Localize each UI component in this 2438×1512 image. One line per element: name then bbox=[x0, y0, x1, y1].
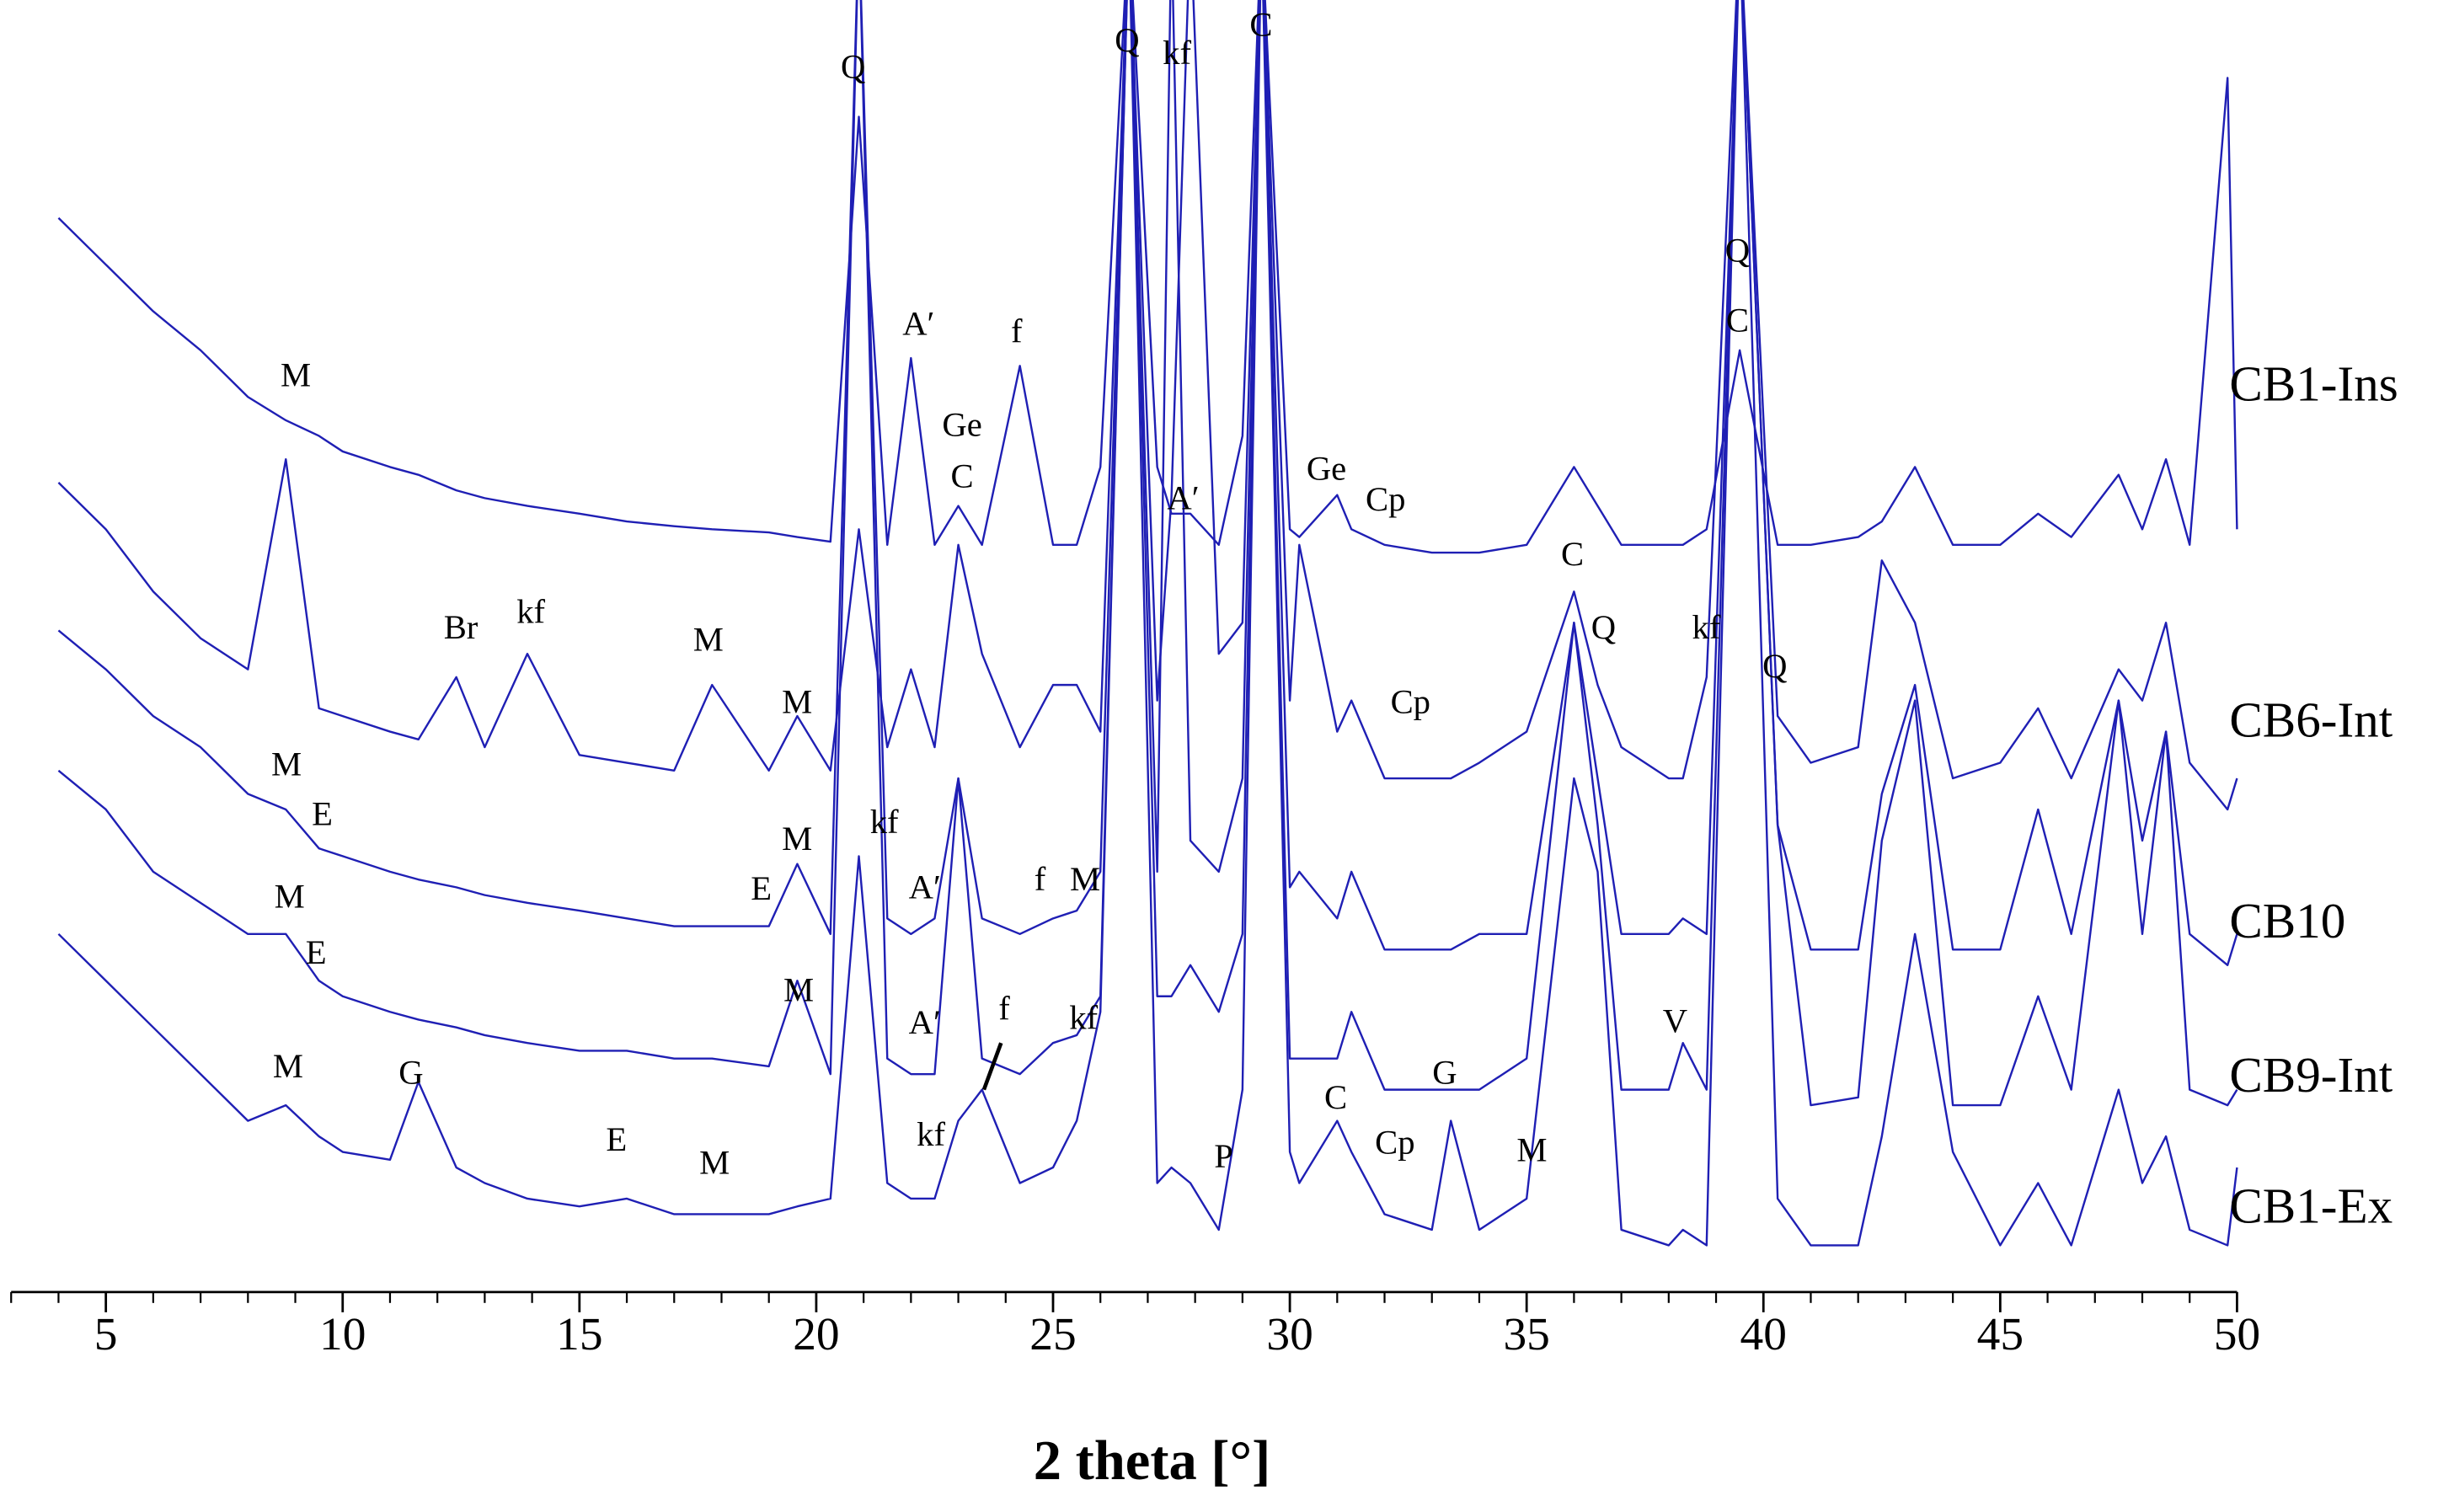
phase-label: kf bbox=[870, 803, 899, 841]
phase-label: E bbox=[306, 933, 327, 971]
phase-label: M bbox=[271, 745, 302, 783]
phase-label: G bbox=[1432, 1053, 1457, 1091]
phase-label: C bbox=[1726, 302, 1749, 339]
phase-label: Q bbox=[841, 47, 865, 85]
x-tick-label: 50 bbox=[2214, 1308, 2260, 1360]
phase-label: kf bbox=[516, 592, 545, 630]
phase-label: Q bbox=[1762, 647, 1787, 685]
series-label: CB6-Int bbox=[2229, 692, 2393, 748]
xrd-trace bbox=[57, 0, 2238, 554]
xrd-trace bbox=[57, 0, 2238, 811]
x-tick-label: 15 bbox=[556, 1308, 602, 1360]
phase-label: Ge bbox=[1307, 449, 1346, 487]
phase-label: f bbox=[1035, 860, 1046, 898]
phase-label: G bbox=[398, 1053, 423, 1091]
xrd-trace bbox=[57, 0, 2238, 1107]
x-tick-label: 45 bbox=[1977, 1308, 2024, 1360]
phase-label: C bbox=[1324, 1078, 1347, 1116]
phase-label: M bbox=[1516, 1131, 1547, 1169]
x-tick-label: 20 bbox=[793, 1308, 839, 1360]
phase-label: kf bbox=[1069, 999, 1098, 1037]
phase-label: A′ bbox=[902, 304, 934, 342]
phase-label: M bbox=[273, 1047, 303, 1085]
phase-label: kf bbox=[1163, 34, 1191, 72]
x-tick-label: 30 bbox=[1266, 1308, 1313, 1360]
phase-label: A′ bbox=[909, 1003, 941, 1041]
phase-label: Cp bbox=[1391, 682, 1430, 720]
phase-label: M bbox=[275, 877, 305, 915]
series-label: CB1-Ex bbox=[2229, 1178, 2393, 1233]
phase-label: Q bbox=[1725, 232, 1750, 270]
phase-label: f bbox=[1011, 313, 1023, 350]
x-axis-label: 2 theta [°] bbox=[1034, 1430, 1271, 1492]
phase-label: M bbox=[693, 621, 724, 659]
phase-label: M bbox=[782, 820, 812, 858]
phase-label: V bbox=[1663, 1002, 1687, 1039]
x-tick-label: 35 bbox=[1503, 1308, 1549, 1360]
phase-label: C bbox=[1249, 6, 1272, 44]
xrd-trace bbox=[57, 0, 2238, 1247]
phase-label: M bbox=[699, 1144, 730, 1182]
x-tick-label: 5 bbox=[94, 1308, 118, 1360]
phase-label: kf bbox=[917, 1115, 945, 1153]
series-label: CB9-Int bbox=[2229, 1047, 2393, 1103]
phase-label: Br bbox=[444, 608, 479, 646]
phase-label: E bbox=[312, 795, 333, 833]
xrd-trace bbox=[57, 0, 2238, 966]
phase-label: f bbox=[998, 990, 1010, 1028]
phase-label: kf bbox=[1692, 608, 1721, 646]
series-label: CB10 bbox=[2229, 893, 2345, 948]
phase-label: C bbox=[951, 457, 974, 495]
phase-label: M bbox=[782, 682, 812, 720]
phase-label: M bbox=[281, 355, 311, 393]
x-tick-label: 40 bbox=[1740, 1308, 1787, 1360]
phase-label: A′ bbox=[1167, 478, 1199, 516]
pointer-line bbox=[981, 1042, 1003, 1091]
phase-label: M bbox=[783, 970, 814, 1008]
phase-label: E bbox=[606, 1120, 627, 1158]
phase-label: M bbox=[1070, 860, 1100, 898]
phase-label: A′ bbox=[909, 868, 941, 906]
series-label: CB1-Ins bbox=[2229, 356, 2398, 412]
phase-label: P bbox=[1214, 1137, 1233, 1175]
phase-label: Q bbox=[1591, 608, 1616, 646]
phase-label: Ge bbox=[942, 406, 981, 444]
phase-label: Q bbox=[1115, 21, 1139, 59]
phase-label: Cp bbox=[1375, 1123, 1414, 1161]
phase-label: Cp bbox=[1366, 480, 1405, 518]
phase-label: C bbox=[1561, 535, 1584, 573]
phase-label: E bbox=[751, 869, 772, 907]
x-tick-label: 25 bbox=[1029, 1308, 1076, 1360]
x-tick-label: 10 bbox=[319, 1308, 366, 1360]
